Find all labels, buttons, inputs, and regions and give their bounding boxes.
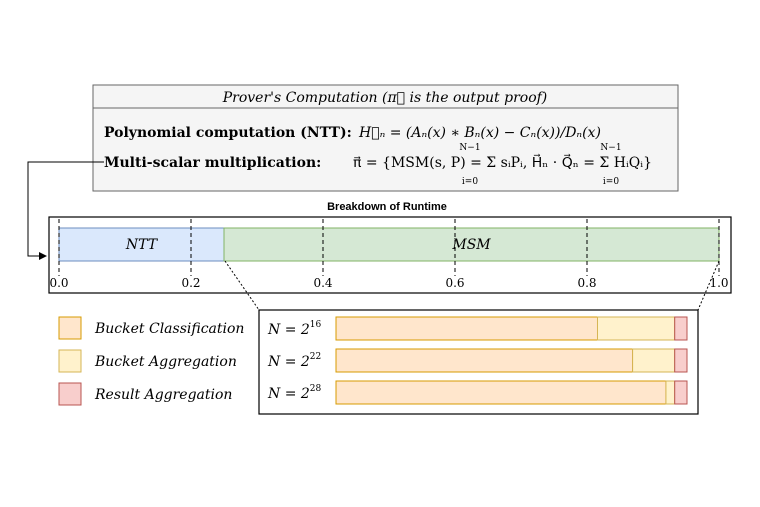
runtime-segment-label: NTT bbox=[125, 237, 159, 253]
sum1-lower: i=0 bbox=[462, 177, 478, 187]
msm-bar-result-aggregation bbox=[674, 316, 688, 341]
msm-breakdown-frame bbox=[258, 309, 699, 415]
sum1-upper: N−1 bbox=[459, 143, 480, 153]
msm-row-label: N = 216 bbox=[267, 320, 322, 338]
legend-swatch bbox=[58, 382, 82, 406]
legend-label: Bucket Aggregation bbox=[94, 354, 237, 370]
msm-bar-bucket-aggregation bbox=[665, 380, 676, 405]
runtime-segment-label: MSM bbox=[451, 237, 491, 253]
sum2-upper: N−1 bbox=[600, 143, 621, 153]
msm-row-label: N = 228 bbox=[267, 384, 322, 402]
legend-label: Bucket Classification bbox=[94, 321, 244, 337]
legend-label: Result Aggregation bbox=[94, 387, 232, 403]
tick-label: 0.8 bbox=[577, 276, 596, 290]
tick-label: 1.0 bbox=[709, 276, 728, 290]
legend-swatch bbox=[58, 349, 82, 373]
runtime-title: Breakdown of Runtime bbox=[327, 201, 447, 213]
sum2-lower: i=0 bbox=[603, 177, 619, 187]
msm-row-label: N = 222 bbox=[267, 352, 321, 370]
legend: Bucket Classification Bucket Aggregation R… bbox=[58, 316, 244, 406]
connector-arrow bbox=[27, 161, 104, 260]
msm-bar-bucket-aggregation bbox=[632, 348, 676, 373]
msm-bar-bucket-classification bbox=[335, 380, 667, 405]
msm-bar-bucket-classification bbox=[335, 316, 598, 341]
msm-line-label: Multi-scalar multiplication: bbox=[104, 155, 321, 171]
zoom-line-right bbox=[697, 260, 720, 311]
msm-bar-result-aggregation bbox=[674, 380, 688, 405]
prover-box-header: Prover's Computation (π⃗ is the output p… bbox=[222, 90, 548, 106]
runtime-bar: NTT MSM bbox=[58, 227, 720, 262]
msm-bar-bucket-classification bbox=[335, 348, 634, 373]
runtime-segment-msm bbox=[223, 227, 720, 262]
ntt-line-formula: H⃗ₙ = (Aₙ(x) ∗ Bₙ(x) − Cₙ(x))/Dₙ(x) bbox=[358, 125, 601, 141]
tick-label: 0.0 bbox=[49, 276, 68, 290]
tick-label: 0.6 bbox=[445, 276, 464, 290]
msm-bar-result-aggregation bbox=[674, 348, 688, 373]
zoom-line-left bbox=[224, 260, 260, 311]
runtime-axis: 0.0 0.2 0.4 0.6 0.8 1.0 bbox=[49, 219, 729, 290]
tick-label: 0.4 bbox=[313, 276, 332, 290]
msm-line-formula: π⃗ = {MSM(s, P) = Σ sᵢPᵢ, H⃗ₙ · Q⃗ₙ = Σ … bbox=[353, 153, 652, 171]
ntt-line-label: Polynomial computation (NTT): bbox=[104, 125, 352, 141]
msm-bar-bucket-aggregation bbox=[596, 316, 676, 341]
msm-breakdown: N = 216 N = 222 N = 228 bbox=[267, 316, 688, 405]
runtime-frame bbox=[48, 216, 732, 294]
legend-swatch bbox=[58, 316, 82, 340]
prover-computation-box: Prover's Computation (π⃗ is the output p… bbox=[92, 84, 679, 192]
tick-label: 0.2 bbox=[181, 276, 200, 290]
